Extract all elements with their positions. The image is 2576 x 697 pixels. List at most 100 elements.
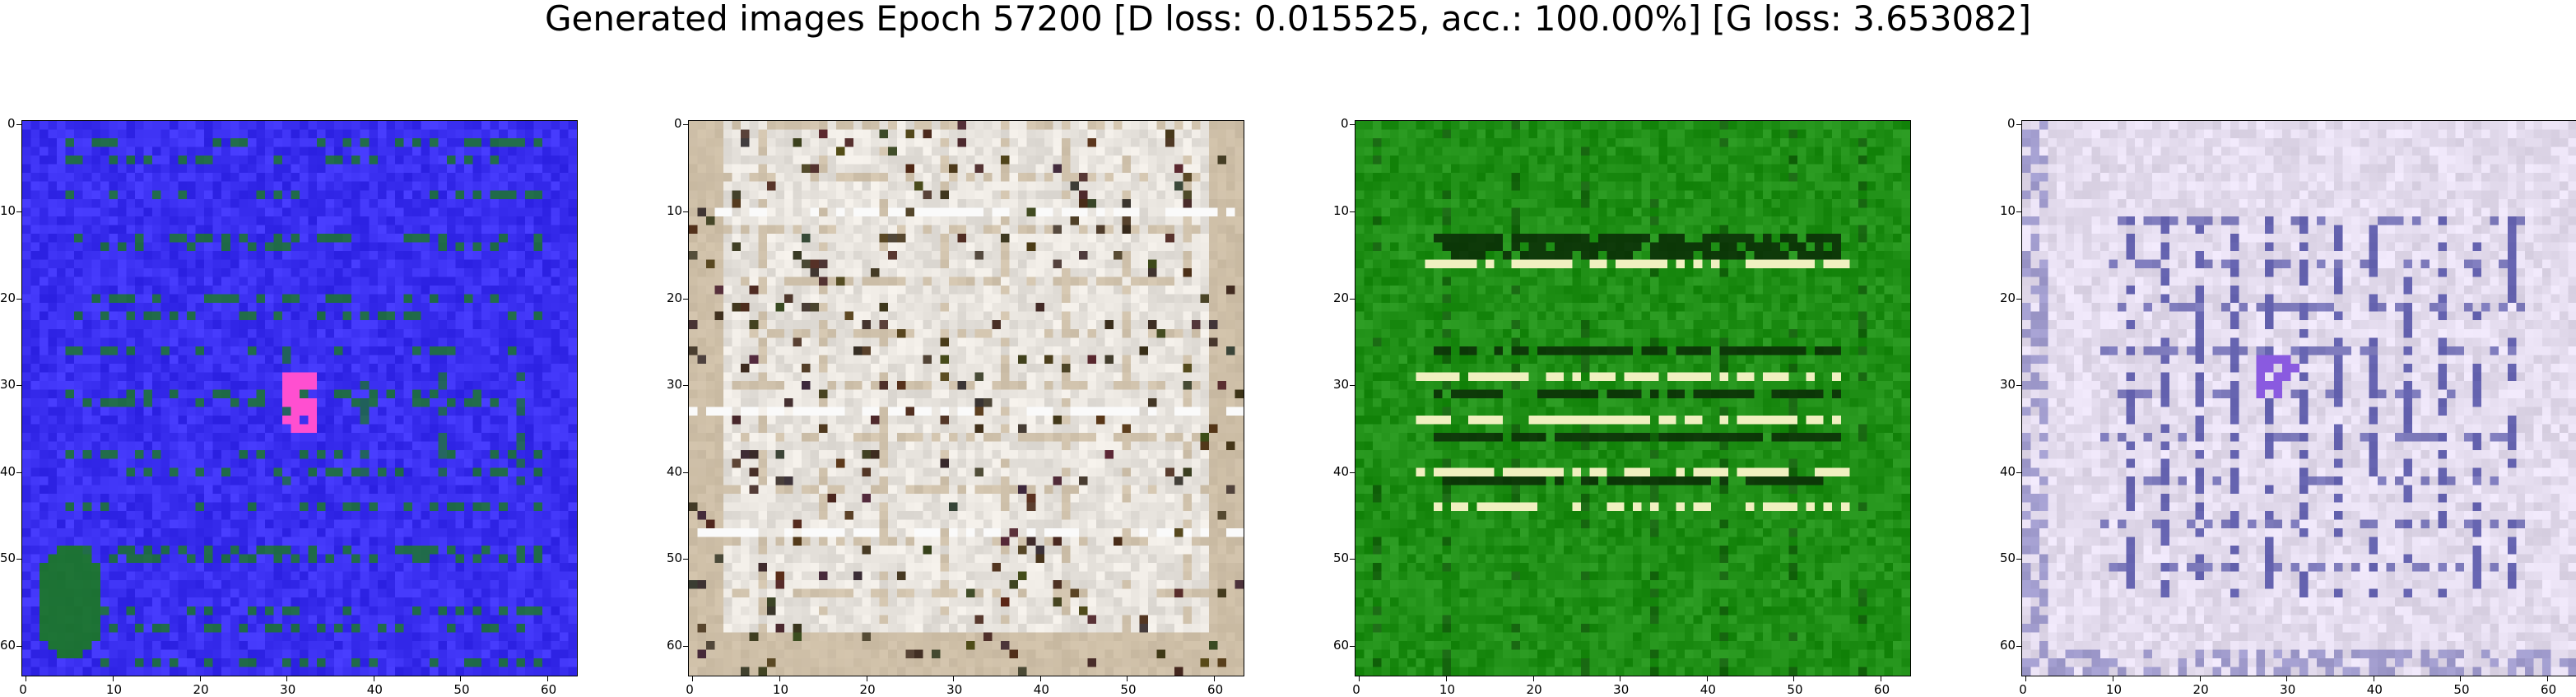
y-tick-mark bbox=[16, 298, 21, 300]
y-tick-mark bbox=[683, 385, 688, 387]
y-tick-mark bbox=[16, 385, 21, 387]
x-tick-mark bbox=[2025, 676, 2027, 681]
generated-image bbox=[689, 121, 1244, 676]
x-tick-label: 40 bbox=[366, 682, 383, 697]
y-tick-label: 60 bbox=[1333, 638, 1350, 653]
y-tick-mark bbox=[2016, 559, 2021, 560]
x-tick-label: 10 bbox=[105, 682, 122, 697]
y-tick-mark bbox=[2016, 124, 2021, 126]
x-tick-label: 10 bbox=[1439, 682, 1455, 697]
x-tick-mark bbox=[286, 676, 288, 681]
y-tick-mark bbox=[1350, 211, 1355, 212]
y-tick-label: 20 bbox=[1333, 290, 1350, 305]
y-tick-mark bbox=[683, 211, 688, 212]
x-tick-label: 50 bbox=[453, 682, 470, 697]
x-tick-mark bbox=[2286, 676, 2288, 681]
y-tick-mark bbox=[683, 472, 688, 473]
x-tick-mark bbox=[779, 676, 780, 681]
x-tick-label: 40 bbox=[2366, 682, 2383, 697]
y-tick-label: 50 bbox=[1333, 551, 1350, 566]
y-tick-label: 50 bbox=[667, 551, 683, 566]
x-tick-mark bbox=[1793, 676, 1795, 681]
x-tick-label: 20 bbox=[193, 682, 209, 697]
y-tick-mark bbox=[1350, 298, 1355, 300]
x-tick-mark bbox=[2547, 676, 2549, 681]
y-tick-mark bbox=[683, 646, 688, 648]
y-tick-label: 20 bbox=[0, 290, 16, 305]
y-tick-label: 30 bbox=[1333, 377, 1350, 393]
x-tick-label: 0 bbox=[686, 682, 694, 697]
y-tick-mark bbox=[1350, 472, 1355, 473]
y-tick-mark bbox=[1350, 646, 1355, 648]
x-tick-mark bbox=[1359, 676, 1360, 681]
x-tick-mark bbox=[692, 676, 694, 681]
y-tick-label: 20 bbox=[667, 290, 683, 305]
x-tick-mark bbox=[2199, 676, 2201, 681]
y-tick-mark bbox=[16, 124, 21, 126]
y-tick-mark bbox=[1350, 124, 1355, 126]
y-tick-mark bbox=[2016, 211, 2021, 212]
y-tick-label: 40 bbox=[2000, 463, 2016, 479]
y-tick-label: 0 bbox=[674, 116, 682, 132]
y-tick-mark bbox=[2016, 472, 2021, 473]
y-tick-label: 30 bbox=[2000, 377, 2016, 393]
y-tick-label: 20 bbox=[2000, 290, 2016, 305]
y-tick-label: 60 bbox=[0, 638, 16, 653]
y-tick-mark bbox=[683, 124, 688, 126]
x-tick-mark bbox=[1445, 676, 1447, 681]
y-tick-label: 30 bbox=[667, 377, 683, 393]
x-tick-mark bbox=[1706, 676, 1708, 681]
y-tick-label: 0 bbox=[7, 116, 16, 132]
y-tick-label: 0 bbox=[2007, 116, 2016, 132]
y-tick-mark bbox=[16, 211, 21, 212]
x-tick-label: 10 bbox=[772, 682, 788, 697]
x-tick-label: 50 bbox=[1120, 682, 1137, 697]
y-tick-label: 50 bbox=[0, 551, 16, 566]
x-tick-mark bbox=[1039, 676, 1041, 681]
generated-image-panel bbox=[688, 120, 1244, 676]
generated-image bbox=[2022, 121, 2576, 676]
x-tick-label: 60 bbox=[1207, 682, 1224, 697]
x-tick-label: 20 bbox=[859, 682, 876, 697]
x-tick-mark bbox=[1532, 676, 1534, 681]
y-tick-label: 40 bbox=[667, 463, 683, 479]
generated-image bbox=[22, 121, 577, 676]
y-tick-mark bbox=[2016, 646, 2021, 648]
x-tick-label: 40 bbox=[1700, 682, 1716, 697]
y-tick-label: 10 bbox=[667, 202, 683, 218]
y-tick-mark bbox=[16, 472, 21, 473]
y-tick-mark bbox=[16, 559, 21, 560]
generated-image bbox=[1355, 121, 1910, 676]
x-tick-label: 50 bbox=[2453, 682, 2470, 697]
x-tick-label: 20 bbox=[2192, 682, 2209, 697]
x-tick-label: 30 bbox=[946, 682, 963, 697]
x-tick-mark bbox=[460, 676, 462, 681]
y-tick-mark bbox=[1350, 559, 1355, 560]
y-tick-mark bbox=[16, 646, 21, 648]
x-tick-label: 30 bbox=[2280, 682, 2296, 697]
x-tick-mark bbox=[953, 676, 955, 681]
y-tick-mark bbox=[2016, 385, 2021, 387]
x-tick-label: 60 bbox=[541, 682, 557, 697]
x-tick-label: 10 bbox=[2105, 682, 2122, 697]
generated-image-panel bbox=[1355, 120, 1911, 676]
y-tick-label: 10 bbox=[2000, 202, 2016, 218]
y-tick-mark bbox=[2016, 298, 2021, 300]
y-tick-label: 50 bbox=[2000, 551, 2016, 566]
y-tick-label: 60 bbox=[667, 638, 683, 653]
y-tick-label: 40 bbox=[1333, 463, 1350, 479]
x-tick-mark bbox=[1127, 676, 1128, 681]
y-tick-mark bbox=[683, 559, 688, 560]
x-tick-mark bbox=[112, 676, 114, 681]
y-tick-label: 0 bbox=[1341, 116, 1349, 132]
x-tick-label: 60 bbox=[1874, 682, 1890, 697]
x-tick-mark bbox=[2460, 676, 2462, 681]
y-tick-label: 30 bbox=[0, 377, 16, 393]
x-tick-label: 0 bbox=[1352, 682, 1360, 697]
x-tick-label: 0 bbox=[19, 682, 27, 697]
x-tick-mark bbox=[1214, 676, 1216, 681]
x-tick-label: 50 bbox=[1787, 682, 1803, 697]
x-tick-label: 0 bbox=[2019, 682, 2027, 697]
generated-image-panel bbox=[21, 120, 578, 676]
x-tick-mark bbox=[547, 676, 549, 681]
